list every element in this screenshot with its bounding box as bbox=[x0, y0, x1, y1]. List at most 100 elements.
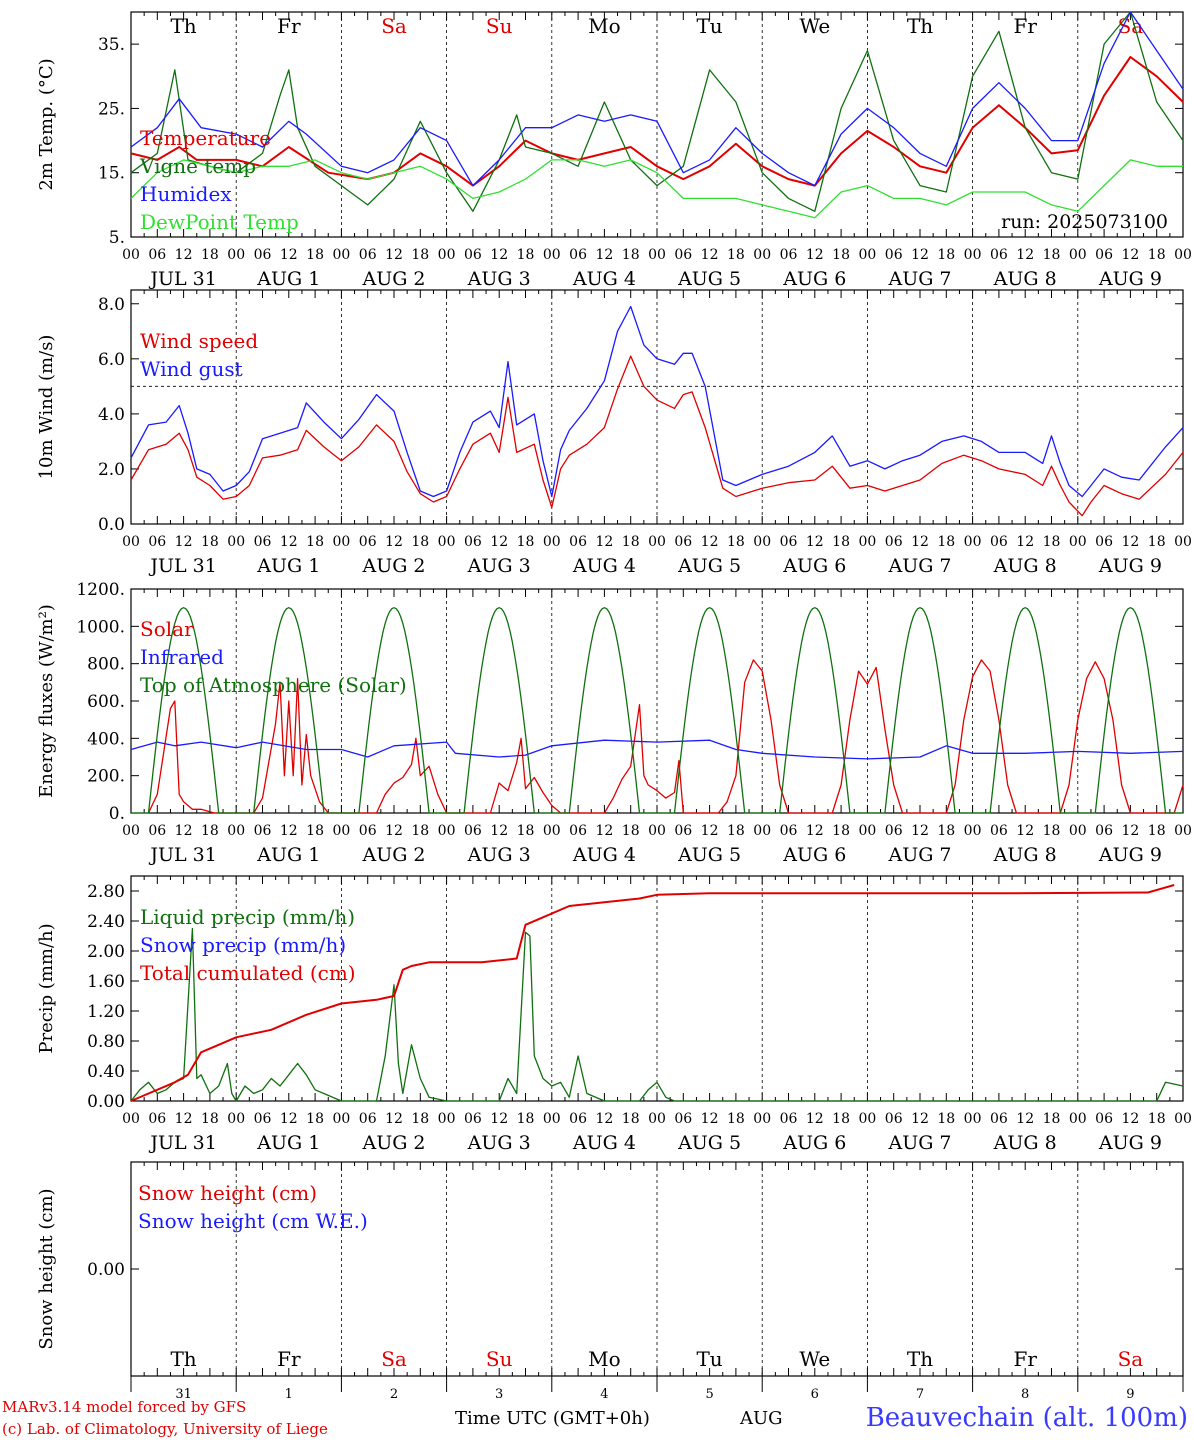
day-label: AUG 8 bbox=[993, 555, 1057, 577]
day-label: AUG 9 bbox=[1098, 555, 1162, 577]
day-label: AUG 7 bbox=[887, 268, 951, 290]
hour-label: 06 bbox=[464, 823, 482, 839]
panel-frame bbox=[130, 11, 1184, 238]
day-label: AUG 9 bbox=[1098, 268, 1162, 290]
hour-label: 18 bbox=[937, 247, 955, 263]
y-tick-label: 2.00 bbox=[87, 942, 125, 962]
hour-label: 18 bbox=[1043, 823, 1061, 839]
hour-label: 00 bbox=[543, 534, 561, 550]
hour-label: 12 bbox=[1016, 1111, 1034, 1127]
legend-entry: Snow height (cm) bbox=[138, 1181, 317, 1205]
hour-label: 18 bbox=[832, 1111, 850, 1127]
y-tick-label: 200. bbox=[87, 767, 125, 787]
hour-label: 12 bbox=[806, 247, 824, 263]
day-number: 8 bbox=[1021, 1387, 1029, 1402]
day-label: AUG 6 bbox=[782, 555, 846, 577]
hour-label: 12 bbox=[175, 823, 193, 839]
hour-label: 18 bbox=[1043, 534, 1061, 550]
y-tick-label: 800. bbox=[87, 655, 125, 675]
hour-label: 00 bbox=[858, 823, 876, 839]
hour-label: 18 bbox=[727, 534, 745, 550]
hour-label: 06 bbox=[674, 823, 692, 839]
hour-label: 18 bbox=[937, 823, 955, 839]
hour-label: 06 bbox=[990, 247, 1008, 263]
hour-label: 06 bbox=[359, 1111, 377, 1127]
x-axis-title: Time UTC (GMT+0h) bbox=[455, 1408, 650, 1429]
hour-label: 00 bbox=[1174, 1111, 1192, 1127]
hour-label: 06 bbox=[569, 823, 587, 839]
hour-label: 06 bbox=[464, 1111, 482, 1127]
day-label: AUG 8 bbox=[993, 1132, 1057, 1154]
weekday-label-bottom: Tu bbox=[696, 1347, 722, 1371]
hour-label: 00 bbox=[227, 823, 245, 839]
hour-label: 06 bbox=[254, 1111, 272, 1127]
hour-label: 18 bbox=[411, 534, 429, 550]
day-number: 1 bbox=[285, 1387, 293, 1402]
series-line-0-0 bbox=[130, 56, 1184, 187]
series-line-2-1 bbox=[130, 739, 1184, 760]
hour-label: 12 bbox=[385, 1111, 403, 1127]
hour-label: 18 bbox=[937, 534, 955, 550]
y-tick-label: 0.0 bbox=[98, 515, 125, 535]
hour-label: 00 bbox=[122, 1111, 140, 1127]
hour-label: 06 bbox=[885, 247, 903, 263]
hour-label: 00 bbox=[964, 1111, 982, 1127]
y-tick-label: 4.0 bbox=[98, 405, 125, 425]
hour-label: 12 bbox=[490, 534, 508, 550]
day-label: AUG 6 bbox=[782, 268, 846, 290]
hour-label: 06 bbox=[990, 823, 1008, 839]
hour-label: 06 bbox=[885, 823, 903, 839]
weekday-label: Fr bbox=[1013, 14, 1037, 38]
hour-label: 00 bbox=[332, 1111, 350, 1127]
hour-label: 00 bbox=[438, 534, 456, 550]
hour-label: 12 bbox=[490, 823, 508, 839]
hour-label: 18 bbox=[622, 823, 640, 839]
hour-label: 06 bbox=[359, 823, 377, 839]
day-label: AUG 5 bbox=[677, 1132, 741, 1154]
day-label: AUG 5 bbox=[677, 268, 741, 290]
day-label: AUG 3 bbox=[467, 268, 531, 290]
hour-label: 00 bbox=[1069, 1111, 1087, 1127]
hour-label: 00 bbox=[332, 823, 350, 839]
day-number: 9 bbox=[1126, 1387, 1134, 1402]
day-label: AUG 4 bbox=[572, 555, 636, 577]
hour-label: 12 bbox=[701, 1111, 719, 1127]
hour-label: 00 bbox=[122, 247, 140, 263]
y-tick-label: 6.0 bbox=[98, 350, 125, 370]
day-label: AUG 3 bbox=[467, 555, 531, 577]
series-line-0-3 bbox=[130, 159, 1183, 219]
hour-label: 00 bbox=[964, 534, 982, 550]
hour-label: 00 bbox=[438, 1111, 456, 1127]
y-axis-label: Energy fluxes (W/m²) bbox=[36, 604, 57, 798]
hour-label: 06 bbox=[464, 534, 482, 550]
y-axis-label: 10m Wind (m/s) bbox=[36, 335, 57, 480]
hour-label: 18 bbox=[622, 247, 640, 263]
hour-label: 12 bbox=[806, 823, 824, 839]
day-label: AUG 9 bbox=[1098, 844, 1162, 866]
y-tick-label: 0.40 bbox=[87, 1062, 125, 1082]
hour-label: 18 bbox=[1043, 1111, 1061, 1127]
hour-label: 00 bbox=[858, 534, 876, 550]
hour-label: 06 bbox=[1095, 247, 1113, 263]
day-number: 3 bbox=[495, 1387, 503, 1402]
series-line-2-2 bbox=[131, 607, 1183, 814]
y-tick-label: 600. bbox=[87, 692, 125, 712]
hour-label: 06 bbox=[674, 247, 692, 263]
hour-label: 00 bbox=[753, 247, 771, 263]
hour-label: 18 bbox=[622, 534, 640, 550]
hour-label: 00 bbox=[858, 247, 876, 263]
hour-label: 18 bbox=[727, 823, 745, 839]
day-label: AUG 1 bbox=[256, 555, 320, 577]
hour-label: 12 bbox=[280, 534, 298, 550]
month-label: AUG bbox=[740, 1408, 783, 1429]
y-tick-label: 5. bbox=[109, 228, 125, 248]
hour-label: 18 bbox=[201, 823, 219, 839]
y-tick-label: 2.80 bbox=[87, 882, 125, 902]
day-label: AUG 4 bbox=[572, 268, 636, 290]
hour-label: 00 bbox=[858, 1111, 876, 1127]
y-axis-label: Snow height (cm) bbox=[36, 1188, 57, 1349]
hour-label: 06 bbox=[569, 247, 587, 263]
hour-label: 18 bbox=[201, 534, 219, 550]
hour-label: 18 bbox=[1148, 823, 1166, 839]
y-tick-label: 1.60 bbox=[87, 972, 125, 992]
